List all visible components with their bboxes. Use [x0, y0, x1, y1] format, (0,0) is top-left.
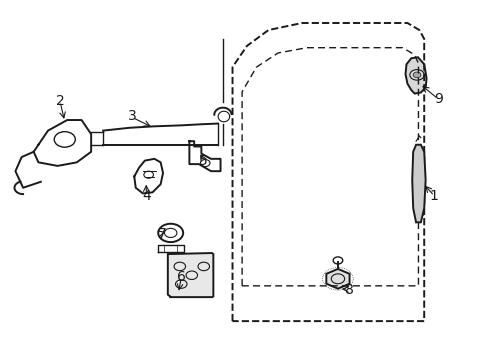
Text: 1: 1 [428, 189, 437, 203]
Polygon shape [167, 253, 213, 297]
Text: 5: 5 [199, 154, 208, 168]
Polygon shape [325, 269, 349, 289]
Text: 2: 2 [56, 94, 64, 108]
Text: 4: 4 [142, 189, 150, 203]
Text: 9: 9 [433, 92, 442, 106]
Text: 7: 7 [157, 227, 166, 240]
Polygon shape [405, 57, 426, 94]
Text: 8: 8 [344, 283, 353, 297]
Polygon shape [411, 145, 425, 222]
Circle shape [412, 72, 420, 78]
Text: 6: 6 [177, 270, 185, 284]
Text: 3: 3 [127, 109, 136, 123]
